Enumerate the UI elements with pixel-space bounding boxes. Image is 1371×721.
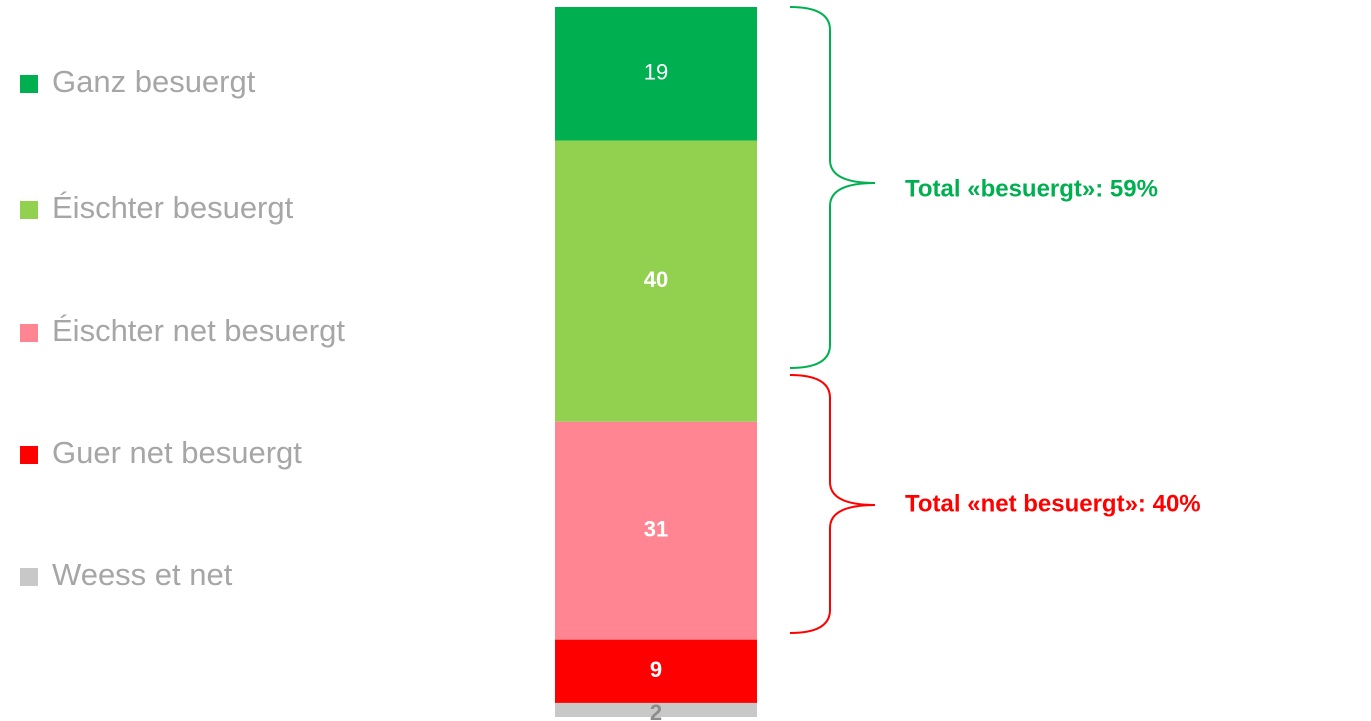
value-label: 31 <box>644 517 668 542</box>
annotation: Total «net besuergt»: 40% <box>905 490 1201 517</box>
bar-segment <box>555 7 757 141</box>
legend-text: Ganz besuergt <box>52 64 256 99</box>
legend-swatch <box>20 75 38 93</box>
value-label: 2 <box>650 700 662 721</box>
legend-swatch <box>20 446 38 464</box>
bar-segment <box>555 639 757 703</box>
bar-segment <box>555 702 757 717</box>
legend-text: Weess et net <box>52 557 233 592</box>
bar-segment <box>555 421 757 640</box>
value-label: 9 <box>650 657 662 682</box>
brace <box>789 374 876 634</box>
annotation: Total «besuergt»: 59% <box>905 175 1158 202</box>
legend-text: Guer net besuergt <box>52 435 302 470</box>
legend-swatch <box>20 568 38 586</box>
legend-text: Éischter besuergt <box>52 190 294 225</box>
bar-segment <box>555 140 757 422</box>
brace <box>789 6 876 369</box>
value-label: 19 <box>644 60 668 85</box>
legend-text: Éischter net besuergt <box>52 313 345 348</box>
legend-swatch <box>20 201 38 219</box>
legend-swatch <box>20 324 38 342</box>
value-label: 40 <box>644 267 668 292</box>
